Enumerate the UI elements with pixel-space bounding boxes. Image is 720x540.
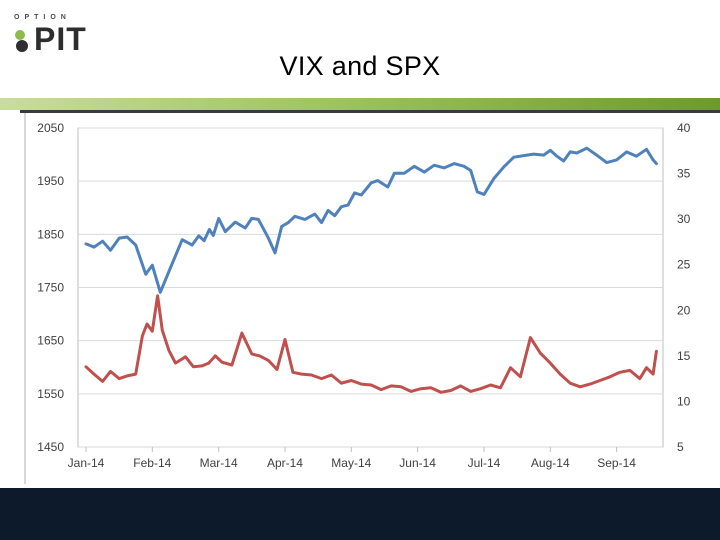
logo-small-text: OPTION: [14, 14, 71, 21]
x-tick-label: Apr-14: [267, 456, 303, 470]
spx-series-line: [84, 146, 658, 294]
logo-dots-icon: [15, 30, 28, 52]
footer-bar: [0, 488, 720, 540]
slide-title: VIX and SPX: [279, 51, 441, 81]
x-tick-label: Jan-14: [68, 456, 105, 470]
y-right-tick-label: 40: [677, 121, 691, 135]
y-left-tick-label: 1850: [37, 227, 64, 241]
y-right-tick-label: 10: [677, 394, 691, 408]
x-tick-label: Aug-14: [531, 456, 570, 470]
chart-left-rule: [24, 113, 26, 484]
header-accent-bar: [0, 98, 720, 110]
y-right-tick-label: 15: [677, 349, 691, 363]
x-tick-label: May-14: [331, 456, 371, 470]
x-tick-label: Feb-14: [133, 456, 171, 470]
x-tick-label: Sep-14: [597, 456, 636, 470]
x-tick-label: Jun-14: [399, 456, 436, 470]
y-right-tick-label: 35: [677, 167, 691, 181]
y-right-tick-label: 25: [677, 258, 691, 272]
vix-spx-chart: 1450 1550 1650 1750 1850 1950 2050 5 10 15 20 25 30 3…: [37, 121, 691, 470]
y-left-tick-label: 1950: [37, 174, 64, 188]
option-pit-logo: OPTION PIT: [8, 14, 108, 57]
y-left-tick-label: 1650: [37, 334, 64, 348]
y-right-tick-label: 30: [677, 212, 691, 226]
logo-wordmark: PIT: [34, 21, 87, 57]
y-left-tick-label: 2050: [37, 121, 64, 135]
x-tick-label: Jul-14: [468, 456, 501, 470]
vix-series-line: [84, 294, 658, 394]
y-left-tick-label: 1450: [37, 440, 64, 454]
header-divider: [20, 110, 720, 113]
x-tick-label: Mar-14: [200, 456, 238, 470]
y-left-tick-label: 1550: [37, 387, 64, 401]
y-right-tick-label: 5: [677, 440, 684, 454]
chart-panel: 1450 1550 1650 1750 1850 1950 2050 5 10 15 20 25 30 3…: [26, 113, 700, 484]
y-right-tick-label: 20: [677, 303, 691, 317]
y-left-tick-label: 1750: [37, 281, 64, 295]
